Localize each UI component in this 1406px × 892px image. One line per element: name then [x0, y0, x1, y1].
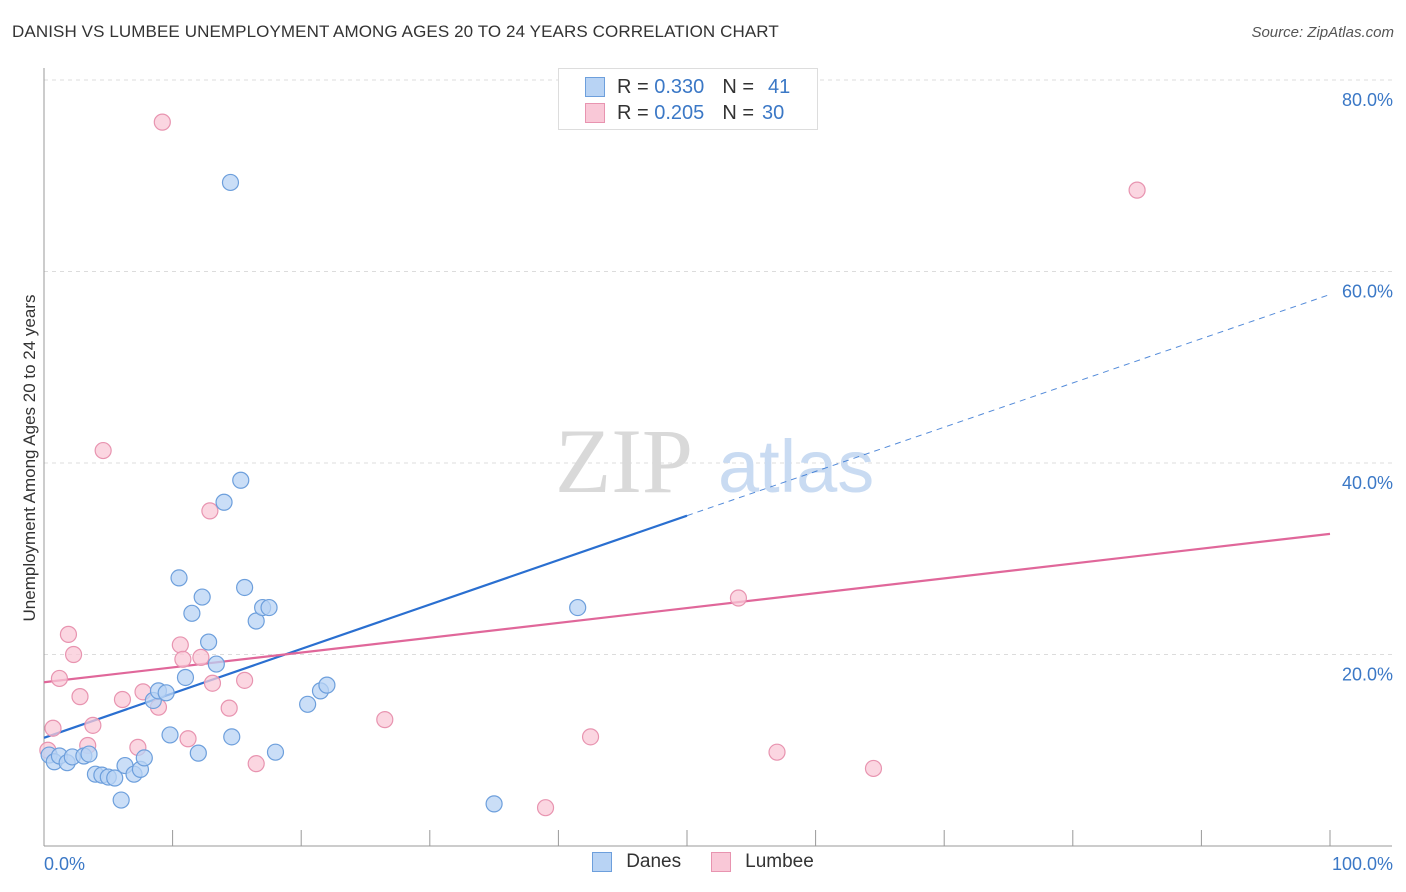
danes-point	[232, 471, 250, 489]
danes-n-value: 41	[768, 75, 791, 98]
danes-point	[176, 668, 195, 687]
danes-point	[80, 745, 98, 763]
watermark-atlas: atlas	[718, 425, 874, 508]
legend-row-lumbee: R = 0.205 N = 30	[585, 101, 784, 125]
danes-point	[299, 695, 317, 713]
watermark-zip: ZIP	[555, 410, 693, 512]
lumbee-point	[201, 502, 219, 520]
danes-point	[189, 744, 207, 762]
lumbee-point	[729, 589, 748, 607]
y-tick-label: 40.0%	[1342, 473, 1393, 493]
lumbee-point	[581, 728, 600, 746]
lumbee-point	[192, 648, 210, 666]
y-tick-label: 20.0%	[1342, 665, 1393, 685]
y-tick-label: 60.0%	[1342, 282, 1393, 302]
danes-point	[183, 604, 201, 622]
lumbee-point	[174, 650, 192, 668]
danes-point	[161, 726, 179, 744]
danes-point	[221, 173, 240, 192]
lumbee-point	[153, 113, 171, 131]
lumbee-r-label: R =	[617, 101, 649, 124]
danes-point	[266, 743, 285, 761]
lumbee-point	[50, 669, 69, 688]
lumbee-swatch	[585, 103, 605, 123]
legend-row-danes: R = 0.330 N = 41	[585, 75, 790, 99]
lumbee-legend-label: Lumbee	[745, 851, 814, 872]
danes-point	[135, 749, 153, 767]
danes-point	[215, 493, 233, 511]
lumbee-n-value: 30	[762, 101, 785, 124]
danes-point	[106, 769, 124, 787]
lumbee-point	[171, 636, 189, 654]
lumbee-point	[236, 671, 254, 689]
lumbee-point	[376, 711, 394, 729]
danes-point	[236, 578, 254, 597]
lumbee-r-value: 0.205	[654, 101, 705, 124]
danes-point	[193, 588, 211, 606]
lumbee-point	[247, 755, 265, 773]
y-tick-label: 80.0%	[1342, 90, 1393, 110]
bottom-legend: Danes Lumbee	[0, 851, 1406, 873]
lumbee-point	[179, 730, 197, 748]
watermark: ZIP atlas	[555, 410, 874, 512]
lumbee-point	[84, 716, 102, 734]
lumbee-point	[536, 799, 555, 817]
danes-point	[157, 684, 175, 702]
danes-legend-swatch	[592, 852, 613, 872]
danes-r-label: R =	[617, 75, 649, 98]
y-axis-label: Unemployment Among Ages 20 to 24 years	[20, 294, 39, 622]
danes-trend-extension	[686, 294, 1331, 517]
lumbee-point	[59, 625, 78, 643]
danes-point	[569, 598, 587, 617]
lumbee-point	[64, 645, 83, 664]
source-credit: Source: ZipAtlas.com	[1251, 24, 1394, 41]
lumbee-point	[71, 688, 89, 706]
danes-swatch	[585, 77, 605, 97]
danes-point	[200, 633, 218, 651]
lumbee-point	[1128, 181, 1146, 199]
x-tick-label-min: 0.0%	[44, 854, 85, 874]
danes-n-label: N =	[722, 75, 754, 98]
bottom-legend-danes: Danes	[592, 851, 681, 873]
danes-point	[485, 795, 503, 813]
lumbee-point	[768, 743, 786, 761]
danes-point	[260, 598, 278, 617]
lumbee-point	[864, 759, 883, 778]
danes-point	[318, 676, 336, 694]
lumbee-point	[203, 674, 222, 692]
lumbee-n-label: N =	[722, 101, 754, 124]
lumbee-legend-swatch	[711, 852, 732, 872]
danes-point	[112, 791, 130, 809]
danes-point	[207, 655, 225, 673]
danes-legend-label: Danes	[626, 851, 682, 872]
legend: R = 0.330 N = 41 R = 0.205 N = 30	[558, 68, 818, 130]
x-tick-label-max: 100.0%	[1332, 854, 1393, 874]
chart-title: DANISH VS LUMBEE UNEMPLOYMENT AMONG AGES…	[12, 22, 779, 41]
danes-point	[170, 569, 188, 587]
lumbee-trend-line	[43, 532, 1331, 684]
danes-trend-line	[43, 514, 688, 739]
lumbee-point	[94, 441, 112, 460]
danes-r-value: 0.330	[654, 75, 705, 98]
lumbee-point	[220, 699, 238, 717]
bottom-legend-lumbee: Lumbee	[711, 851, 814, 873]
lumbee-point	[44, 719, 62, 737]
lumbee-point	[113, 690, 132, 709]
danes-point	[223, 728, 241, 746]
